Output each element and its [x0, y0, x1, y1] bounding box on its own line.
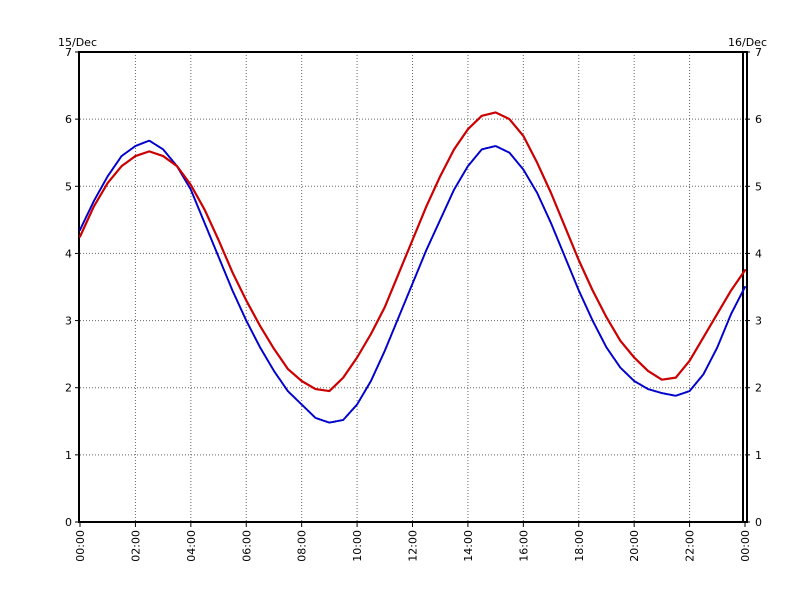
- y-tick-label-left: 3: [65, 315, 72, 328]
- y-tick-label-right: 2: [755, 382, 762, 395]
- x-tick-label: 08:00: [296, 530, 309, 562]
- y-tick-label-right: 5: [755, 180, 762, 193]
- y-tick-label-right: 1: [755, 449, 762, 462]
- x-tick-label: 00:00: [739, 530, 752, 562]
- series: [78, 111, 747, 424]
- x-tick-label: 12:00: [407, 530, 420, 562]
- ticks: 0 0 1 1 2 2 3 3 4 4 5 5 6 6 7 7 00:00 02:00 04:00 06:00 08:0…: [65, 46, 762, 562]
- grid: [80, 52, 745, 522]
- x-tick-label: 10:00: [351, 530, 364, 562]
- x-tick-label: 18:00: [573, 530, 586, 562]
- y-tick-label-left: 1: [65, 449, 72, 462]
- x-tick-label: 20:00: [628, 530, 641, 562]
- y-tick-label-left: 7: [65, 46, 72, 59]
- x-tick-label: 00:00: [74, 530, 87, 562]
- date-right-label: 16/Dec: [728, 36, 767, 49]
- x-tick-label: 14:00: [462, 530, 475, 562]
- x-tick-label: 02:00: [129, 530, 142, 562]
- y-tick-label-left: 0: [65, 516, 72, 529]
- x-tick-label: 16:00: [517, 530, 530, 562]
- y-tick-label-right: 7: [755, 46, 762, 59]
- y-tick-label-left: 5: [65, 180, 72, 193]
- x-tick-label: 22:00: [684, 530, 697, 562]
- y-tick-label-left: 4: [65, 247, 72, 260]
- series-line-1: [79, 139, 746, 424]
- date-left-label: 15/Dec: [58, 36, 97, 49]
- y-tick-label-right: 3: [755, 315, 762, 328]
- series-line-2: [78, 111, 747, 393]
- y-tick-label-right: 4: [755, 247, 762, 260]
- x-tick-label: 04:00: [185, 530, 198, 562]
- y-tick-label-right: 6: [755, 113, 762, 126]
- y-tick-label-left: 2: [65, 382, 72, 395]
- x-tick-label: 06:00: [240, 530, 253, 562]
- y-tick-label-left: 6: [65, 113, 72, 126]
- y-tick-label-right: 0: [755, 516, 762, 529]
